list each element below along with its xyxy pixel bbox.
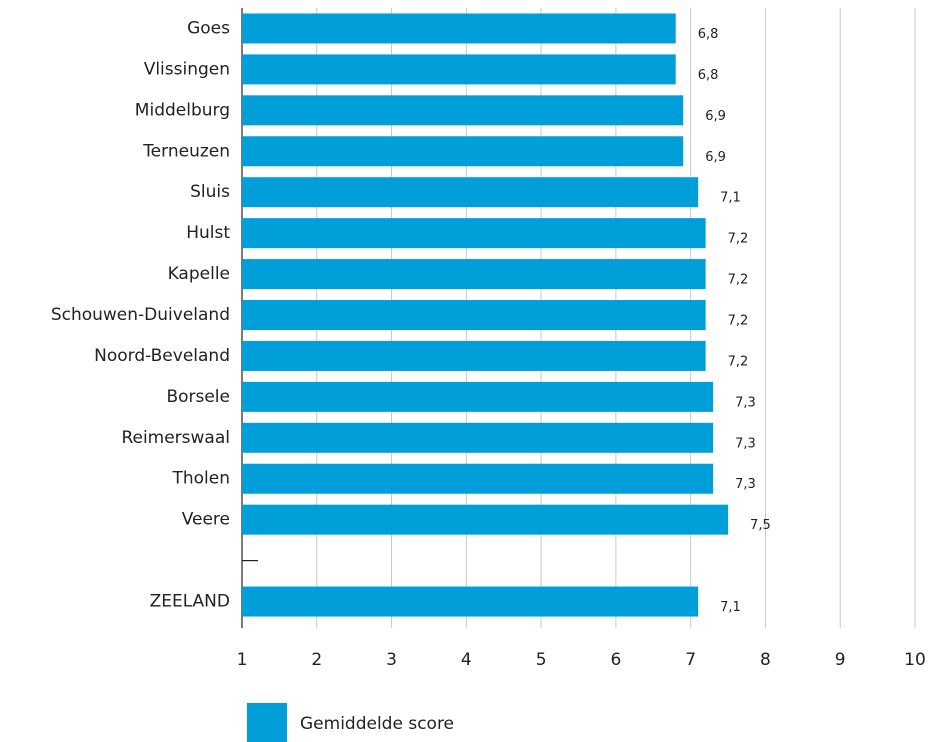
x-tick-label: 3 xyxy=(386,650,397,670)
y-tick-label: Goes xyxy=(187,18,230,38)
value-label: 7,3 xyxy=(735,436,756,451)
bar xyxy=(242,218,706,249)
y-tick-label: ZEELAND xyxy=(150,592,230,612)
legend-swatch xyxy=(247,703,287,742)
bar xyxy=(242,95,684,126)
value-label: 7,3 xyxy=(735,395,756,410)
value-label: 7,5 xyxy=(750,518,771,533)
y-tick-label: Borsele xyxy=(166,387,230,407)
x-tick-label: 4 xyxy=(461,650,472,670)
x-tick-label: 6 xyxy=(610,650,621,670)
y-tick-label: Schouwen-Duiveland xyxy=(51,305,230,325)
bar xyxy=(242,463,714,494)
value-label: 7,2 xyxy=(728,314,749,329)
y-tick-label: Sluis xyxy=(190,182,230,202)
bar xyxy=(242,422,714,453)
bar xyxy=(242,300,706,330)
value-label: 6,9 xyxy=(705,109,726,124)
x-tick-label: 2 xyxy=(311,650,322,670)
bar xyxy=(242,177,699,208)
y-tick-label: Tholen xyxy=(171,469,230,489)
bar xyxy=(242,54,676,85)
bar xyxy=(242,340,706,371)
x-tick-label: 8 xyxy=(760,650,771,670)
x-tick-label: 1 xyxy=(237,650,248,670)
value-label: 6,8 xyxy=(698,27,719,42)
value-label: 7,3 xyxy=(735,477,756,492)
value-label: 6,8 xyxy=(698,68,719,83)
y-tick-label: Kapelle xyxy=(168,264,230,284)
bar xyxy=(242,504,729,535)
x-tick-label: 10 xyxy=(904,650,926,670)
legend-label: Gemiddelde score xyxy=(300,714,454,734)
bar xyxy=(242,381,714,412)
x-tick-label: 7 xyxy=(685,650,696,670)
value-label: 7,2 xyxy=(728,273,749,288)
y-tick-label: Hulst xyxy=(186,223,230,243)
value-label: 7,1 xyxy=(720,191,741,206)
x-tick-label: 5 xyxy=(536,650,547,670)
bar xyxy=(242,259,706,290)
value-label: 7,1 xyxy=(720,600,741,615)
x-tick-label: 9 xyxy=(835,650,846,670)
bar xyxy=(242,136,684,167)
bar xyxy=(242,586,699,617)
y-tick-label: Veere xyxy=(182,510,230,530)
value-label: 6,9 xyxy=(705,150,726,165)
y-tick-label: Reimerswaal xyxy=(121,428,230,448)
y-tick-label: Noord-Beveland xyxy=(94,346,230,366)
value-label: 7,2 xyxy=(728,232,749,247)
bar xyxy=(242,13,676,44)
y-tick-label: Vlissingen xyxy=(144,59,230,79)
y-tick-label: Terneuzen xyxy=(142,141,230,161)
y-tick-label: Middelburg xyxy=(135,100,230,120)
value-label: 7,2 xyxy=(728,354,749,369)
